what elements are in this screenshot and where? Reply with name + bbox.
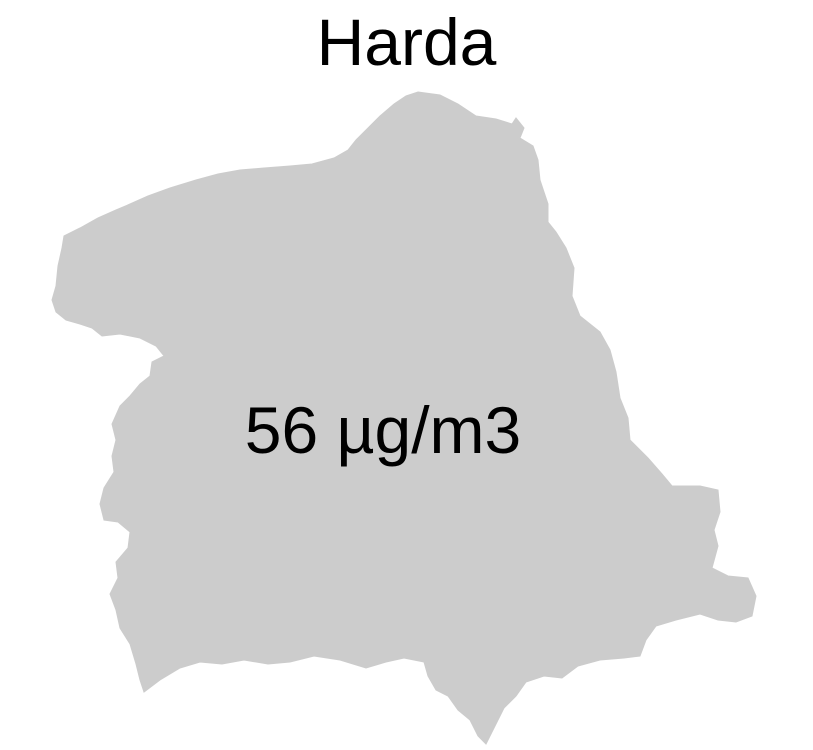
pollution-value-label: 56 µg/m3 <box>244 393 522 467</box>
region-title: Harda <box>316 5 497 79</box>
district-shape <box>51 91 757 745</box>
